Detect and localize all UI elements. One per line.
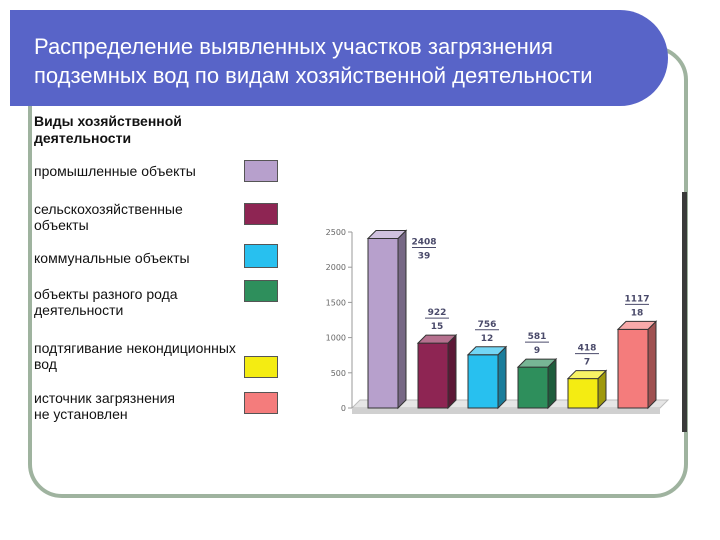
legend-label-line-1: промышленные объекты	[34, 163, 196, 179]
legend-label-line-2: объекты	[34, 217, 89, 233]
bar	[417, 342, 449, 409]
bar-value-label: 1117	[624, 294, 649, 304]
bar	[367, 237, 399, 409]
bar-top	[516, 358, 558, 368]
legend-heading-line-2: деятельности	[34, 130, 132, 146]
legend-label: подтягивание некондиционных вод	[34, 340, 296, 372]
bar-top	[416, 334, 458, 344]
legend-label-line-1: сельскохозяйственные	[34, 201, 183, 217]
bar-top	[366, 229, 408, 239]
legend-label-line-2: вод	[34, 356, 57, 372]
bar-percent-label: 7	[584, 358, 590, 368]
bar	[567, 378, 599, 409]
title-underline	[34, 106, 648, 109]
legend-label-line-1: коммунальные объекты	[34, 250, 190, 266]
bar-value-label: 418	[578, 344, 597, 354]
legend-item-communal: коммунальные объекты	[34, 244, 344, 290]
bar-value-label: 922	[428, 308, 447, 318]
y-tick-label: 2500	[326, 228, 346, 237]
bar	[617, 328, 649, 409]
legend-swatch-substandard-water	[244, 356, 278, 378]
legend-heading-line-1: Виды хозяйственной	[34, 113, 182, 129]
y-tick-label: 0	[341, 404, 346, 413]
slide-title-line-2: подземных вод по видам хозяйственной дея…	[34, 63, 593, 88]
legend-swatch-various	[244, 280, 278, 302]
legend-label: объекты разного рода деятельности	[34, 286, 296, 318]
legend-item-substandard-water: подтягивание некондиционных вод	[34, 340, 344, 380]
legend-swatch-communal	[244, 244, 278, 268]
slide-title: Распределение выявленных участков загряз…	[34, 32, 654, 90]
bar-side	[647, 320, 657, 410]
legend-item-agricultural: сельскохозяйственные объекты	[34, 201, 344, 241]
legend-label: коммунальные объекты	[34, 250, 296, 266]
legend-swatch-agricultural	[244, 203, 278, 225]
bar-side	[447, 333, 457, 410]
y-tick-label: 1000	[326, 334, 346, 343]
bar-percent-label: 12	[481, 334, 494, 344]
bar-top	[566, 370, 608, 380]
bar-percent-label: 9	[534, 346, 540, 356]
legend-label-line-1: подтягивание некондиционных	[34, 340, 236, 356]
legend-item-industrial: промышленные объекты	[34, 160, 344, 203]
legend-swatch-unknown-source	[244, 392, 278, 414]
bar	[467, 354, 499, 409]
legend-heading: Виды хозяйственной деятельности	[34, 113, 254, 147]
chart-floor-edge	[352, 408, 660, 414]
bar-value-label: 756	[478, 320, 497, 330]
bar-top	[466, 346, 508, 356]
bar-percent-label: 39	[418, 251, 431, 261]
legend-swatch-industrial	[244, 160, 278, 182]
legend-label-line-2: деятельности	[34, 302, 124, 318]
legend-item-various: объекты разного рода деятельности	[34, 280, 344, 326]
legend-label: источник загрязнения не установлен	[34, 390, 296, 422]
bar	[517, 366, 549, 409]
legend-label-line-1: объекты разного рода	[34, 286, 178, 302]
legend-item-unknown-source: источник загрязнения не установлен	[34, 390, 344, 430]
bar-top	[616, 320, 658, 330]
bar-percent-label: 15	[431, 322, 444, 332]
bar-value-label: 581	[528, 332, 547, 342]
title-banner: Распределение выявленных участков загряз…	[10, 10, 668, 109]
bar-percent-label: 18	[631, 308, 644, 318]
legend-label-line-1: источник загрязнения	[34, 390, 176, 406]
slide-title-line-1: Распределение выявленных участков загряз…	[34, 34, 553, 59]
bar-side	[397, 229, 407, 410]
chart-panel: 0 500 1000 1500 2000 2500 2408 39 922 15 756 12 581 9…	[296, 192, 687, 432]
legend-label: сельскохозяйственные объекты	[34, 201, 296, 233]
bar-value-label: 2408	[411, 237, 436, 247]
y-tick-label: 2000	[326, 263, 346, 272]
y-tick-label: 1500	[326, 298, 346, 307]
legend-label: промышленные объекты	[34, 163, 296, 179]
bar-chart: 0 500 1000 1500 2000 2500 2408 39 922 15 756 12 581 9…	[326, 228, 670, 414]
bar-side	[497, 345, 507, 410]
legend-label-line-2: не установлен	[34, 406, 128, 422]
y-tick-label: 500	[331, 369, 346, 378]
